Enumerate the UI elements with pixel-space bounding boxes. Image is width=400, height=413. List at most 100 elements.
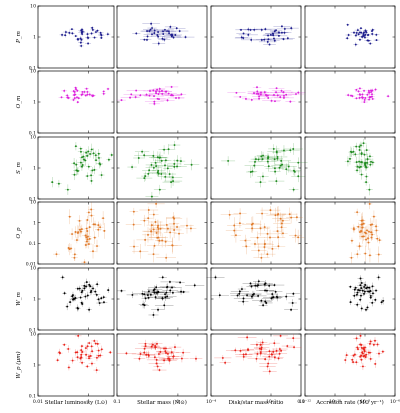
data-point — [152, 253, 155, 256]
data-point — [238, 290, 241, 293]
series-points — [344, 139, 376, 196]
data-point — [84, 347, 87, 349]
data-point — [367, 237, 369, 240]
data-point — [63, 343, 66, 346]
data-point — [56, 359, 59, 362]
x-tick-label: 0.1 — [297, 399, 304, 405]
data-point — [363, 285, 366, 288]
data-point — [86, 345, 89, 348]
data-point — [358, 166, 361, 169]
data-point — [292, 292, 295, 295]
data-point — [67, 97, 70, 99]
data-point — [362, 142, 365, 145]
data-point — [369, 163, 372, 166]
data-point — [360, 307, 363, 310]
data-point — [74, 35, 77, 37]
data-point — [353, 353, 356, 356]
data-point — [74, 145, 77, 148]
data-point — [282, 91, 285, 94]
data-point — [368, 98, 371, 101]
data-point — [362, 34, 365, 37]
data-point — [245, 245, 248, 248]
data-point — [371, 28, 374, 31]
data-point — [355, 361, 358, 364]
data-point — [374, 339, 376, 342]
panel-om-acc — [304, 70, 396, 134]
data-point — [355, 145, 358, 148]
data-point — [375, 225, 378, 228]
data-point — [283, 27, 286, 30]
data-point — [265, 301, 268, 304]
data-point — [350, 151, 353, 154]
data-point — [146, 35, 149, 38]
data-point — [77, 170, 79, 172]
data-point — [247, 348, 249, 351]
data-point — [182, 351, 185, 354]
data-point — [157, 224, 159, 227]
data-point — [295, 216, 298, 219]
data-point — [89, 355, 92, 357]
data-point — [143, 177, 146, 180]
data-point — [93, 236, 96, 239]
data-point — [371, 233, 374, 236]
x-tick-label: 1 — [176, 399, 179, 405]
data-point — [153, 29, 156, 32]
data-point — [256, 284, 259, 287]
panel-frame — [37, 333, 115, 397]
data-point — [286, 37, 289, 40]
data-point — [258, 95, 261, 98]
data-point — [189, 227, 192, 230]
data-point — [57, 182, 60, 185]
data-point — [72, 90, 75, 93]
data-point — [180, 93, 183, 96]
data-point — [362, 235, 365, 238]
data-point — [81, 156, 83, 159]
data-point — [102, 217, 105, 220]
data-point — [387, 95, 390, 98]
data-point — [297, 91, 300, 94]
data-point — [171, 291, 174, 294]
data-point — [277, 236, 280, 239]
panel-frame — [116, 333, 208, 397]
data-point — [233, 224, 236, 227]
panel-frame — [116, 70, 208, 134]
data-point — [351, 239, 353, 242]
data-point — [297, 236, 300, 239]
data-point — [159, 350, 162, 353]
data-point — [263, 38, 266, 41]
data-point — [170, 35, 173, 38]
data-point — [282, 38, 285, 41]
data-point — [68, 248, 71, 251]
data-point — [362, 355, 365, 358]
data-point — [152, 89, 155, 92]
data-point — [152, 228, 155, 231]
data-point — [152, 213, 155, 216]
data-point — [279, 164, 282, 167]
data-point — [87, 42, 90, 45]
data-point — [165, 291, 168, 294]
data-point — [255, 357, 258, 360]
data-point — [67, 366, 70, 369]
data-point — [77, 334, 80, 337]
data-point — [143, 293, 146, 296]
data-point — [58, 351, 61, 354]
data-point — [103, 229, 106, 232]
series-points — [125, 199, 197, 263]
data-point — [371, 89, 374, 92]
data-point — [349, 301, 352, 304]
data-point — [360, 346, 363, 349]
data-point — [269, 209, 272, 212]
panel-pm-acc — [304, 5, 396, 69]
data-point — [84, 94, 87, 97]
data-point — [153, 32, 156, 35]
data-point — [358, 31, 361, 34]
data-point — [267, 156, 269, 159]
data-point — [167, 92, 170, 95]
data-point — [264, 28, 267, 31]
data-point — [239, 349, 242, 352]
y-axis-label: W_p (μm) — [15, 351, 22, 378]
data-point — [258, 97, 261, 100]
data-point — [238, 222, 241, 225]
data-point — [63, 292, 66, 295]
data-point — [131, 293, 134, 296]
